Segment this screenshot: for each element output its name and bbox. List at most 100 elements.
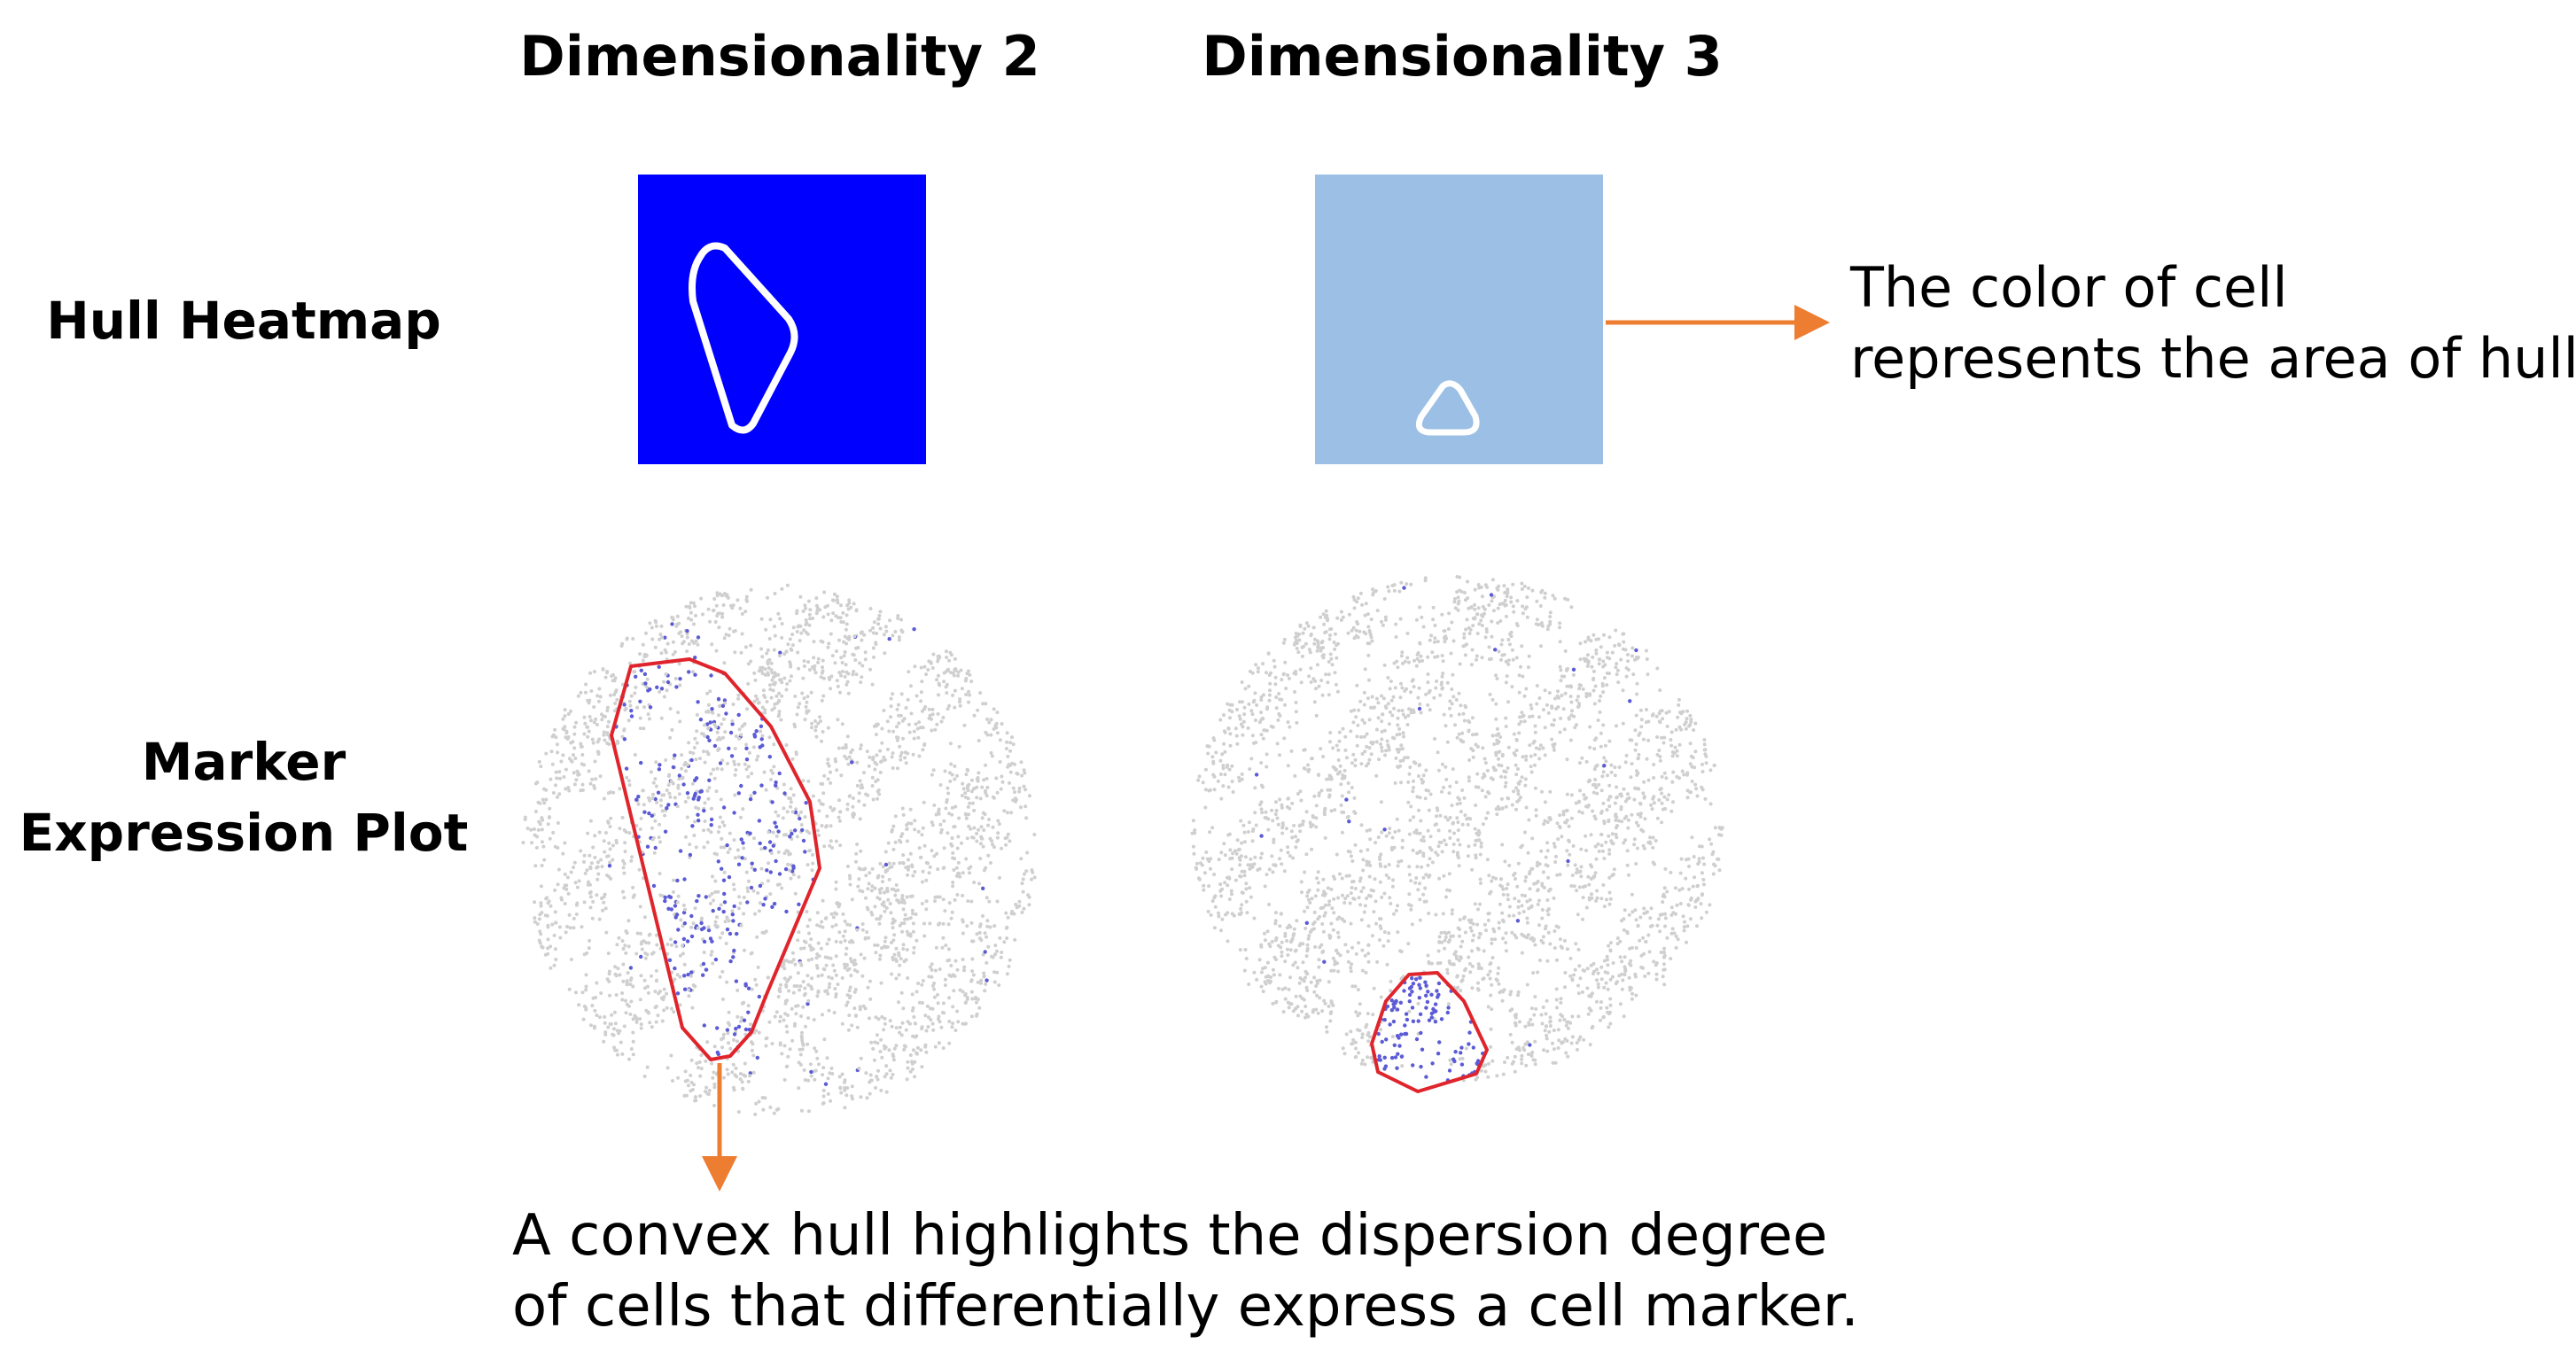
cell-point (843, 1078, 847, 1083)
cell-point (1348, 901, 1352, 905)
cell-point (1311, 625, 1316, 630)
expressing-cell-point (1489, 593, 1494, 597)
cell-point (978, 981, 983, 985)
cell-point (971, 939, 976, 944)
cell-point (735, 598, 740, 602)
cell-point (875, 632, 879, 635)
cell-point (1372, 986, 1376, 990)
cell-point (1655, 666, 1660, 671)
cell-point (809, 690, 813, 695)
cell-point (898, 963, 902, 967)
cell-point (992, 726, 996, 731)
cell-point (1552, 842, 1556, 846)
cell-point (1527, 654, 1531, 658)
cell-point (1689, 790, 1693, 795)
cell-point (1702, 738, 1707, 742)
cell-point (891, 926, 895, 930)
cell-point (996, 819, 1000, 823)
expressing-cell-point (729, 754, 735, 758)
cell-point (1693, 721, 1698, 726)
cell-point (780, 635, 784, 640)
cell-point (1647, 950, 1652, 954)
cell-point (611, 1027, 616, 1031)
cell-point (664, 650, 668, 655)
cell-point (847, 755, 852, 759)
expressing-cell-point (1405, 1017, 1410, 1022)
cell-point (1478, 852, 1483, 857)
cell-point (611, 790, 616, 795)
cell-point (778, 1019, 782, 1023)
cell-point (859, 849, 863, 853)
cell-point (1539, 644, 1543, 649)
cell-point (1456, 820, 1460, 825)
cell-point (1482, 976, 1486, 981)
cell-point (798, 1052, 803, 1057)
cell-point (801, 676, 805, 680)
cell-point (1700, 770, 1705, 773)
cell-point (747, 750, 751, 755)
cell-point (878, 749, 883, 753)
cell-point (1534, 746, 1538, 750)
cell-point (773, 1014, 777, 1019)
cell-point (1430, 650, 1435, 655)
cell-point (847, 601, 852, 605)
expressing-cell-point (1437, 1040, 1442, 1045)
cell-point (1392, 912, 1396, 916)
cell-point (1608, 1003, 1613, 1007)
cell-point (769, 695, 774, 700)
cell-point (1529, 770, 1534, 774)
cell-point (927, 975, 931, 979)
cell-point (1498, 902, 1502, 906)
cell-point (1548, 1019, 1553, 1023)
cell-point (828, 843, 832, 848)
cell-point (1618, 955, 1623, 959)
cell-point (679, 918, 683, 922)
expressing-cell-point (716, 1052, 720, 1057)
cell-point (651, 792, 655, 796)
cell-point (739, 1019, 743, 1023)
cell-point (1489, 776, 1493, 781)
cell-point (1663, 866, 1668, 871)
cell-point (650, 625, 654, 630)
cell-point (537, 938, 541, 943)
cell-point (960, 794, 964, 798)
cell-point (1013, 937, 1017, 942)
cell-point (694, 805, 698, 810)
cell-point (683, 1069, 688, 1074)
cell-point (1528, 872, 1531, 876)
cell-point (864, 1071, 868, 1076)
cell-point (799, 810, 803, 814)
cell-point (949, 762, 953, 766)
cell-point (1338, 872, 1342, 876)
expressing-cell-point (1410, 976, 1414, 981)
cell-point (1696, 883, 1700, 888)
cell-point (616, 967, 620, 971)
cell-point (910, 1061, 914, 1066)
cell-point (751, 745, 756, 750)
cell-point (854, 672, 859, 677)
cell-point (1483, 635, 1488, 640)
cell-point (895, 738, 899, 742)
cell-point (1460, 1056, 1465, 1060)
cell-point (854, 608, 859, 612)
cell-point (826, 1076, 830, 1081)
cell-point (1487, 912, 1491, 915)
expressing-cell-point (883, 862, 889, 867)
cell-point (931, 983, 935, 988)
cell-point (951, 1021, 955, 1026)
cell-point (1493, 768, 1498, 773)
cell-point (639, 1022, 643, 1027)
cell-point (813, 718, 817, 723)
cell-point (868, 1078, 873, 1083)
cell-point (1288, 975, 1292, 980)
cell-point (871, 757, 876, 762)
cell-point (784, 984, 789, 989)
cell-point (859, 1095, 863, 1099)
cell-point (895, 735, 899, 740)
cell-point (1476, 583, 1481, 586)
cell-point (692, 641, 697, 645)
cell-point (1445, 740, 1450, 744)
cell-point (998, 760, 1002, 764)
cell-point (937, 922, 941, 927)
cell-point (1477, 622, 1482, 626)
